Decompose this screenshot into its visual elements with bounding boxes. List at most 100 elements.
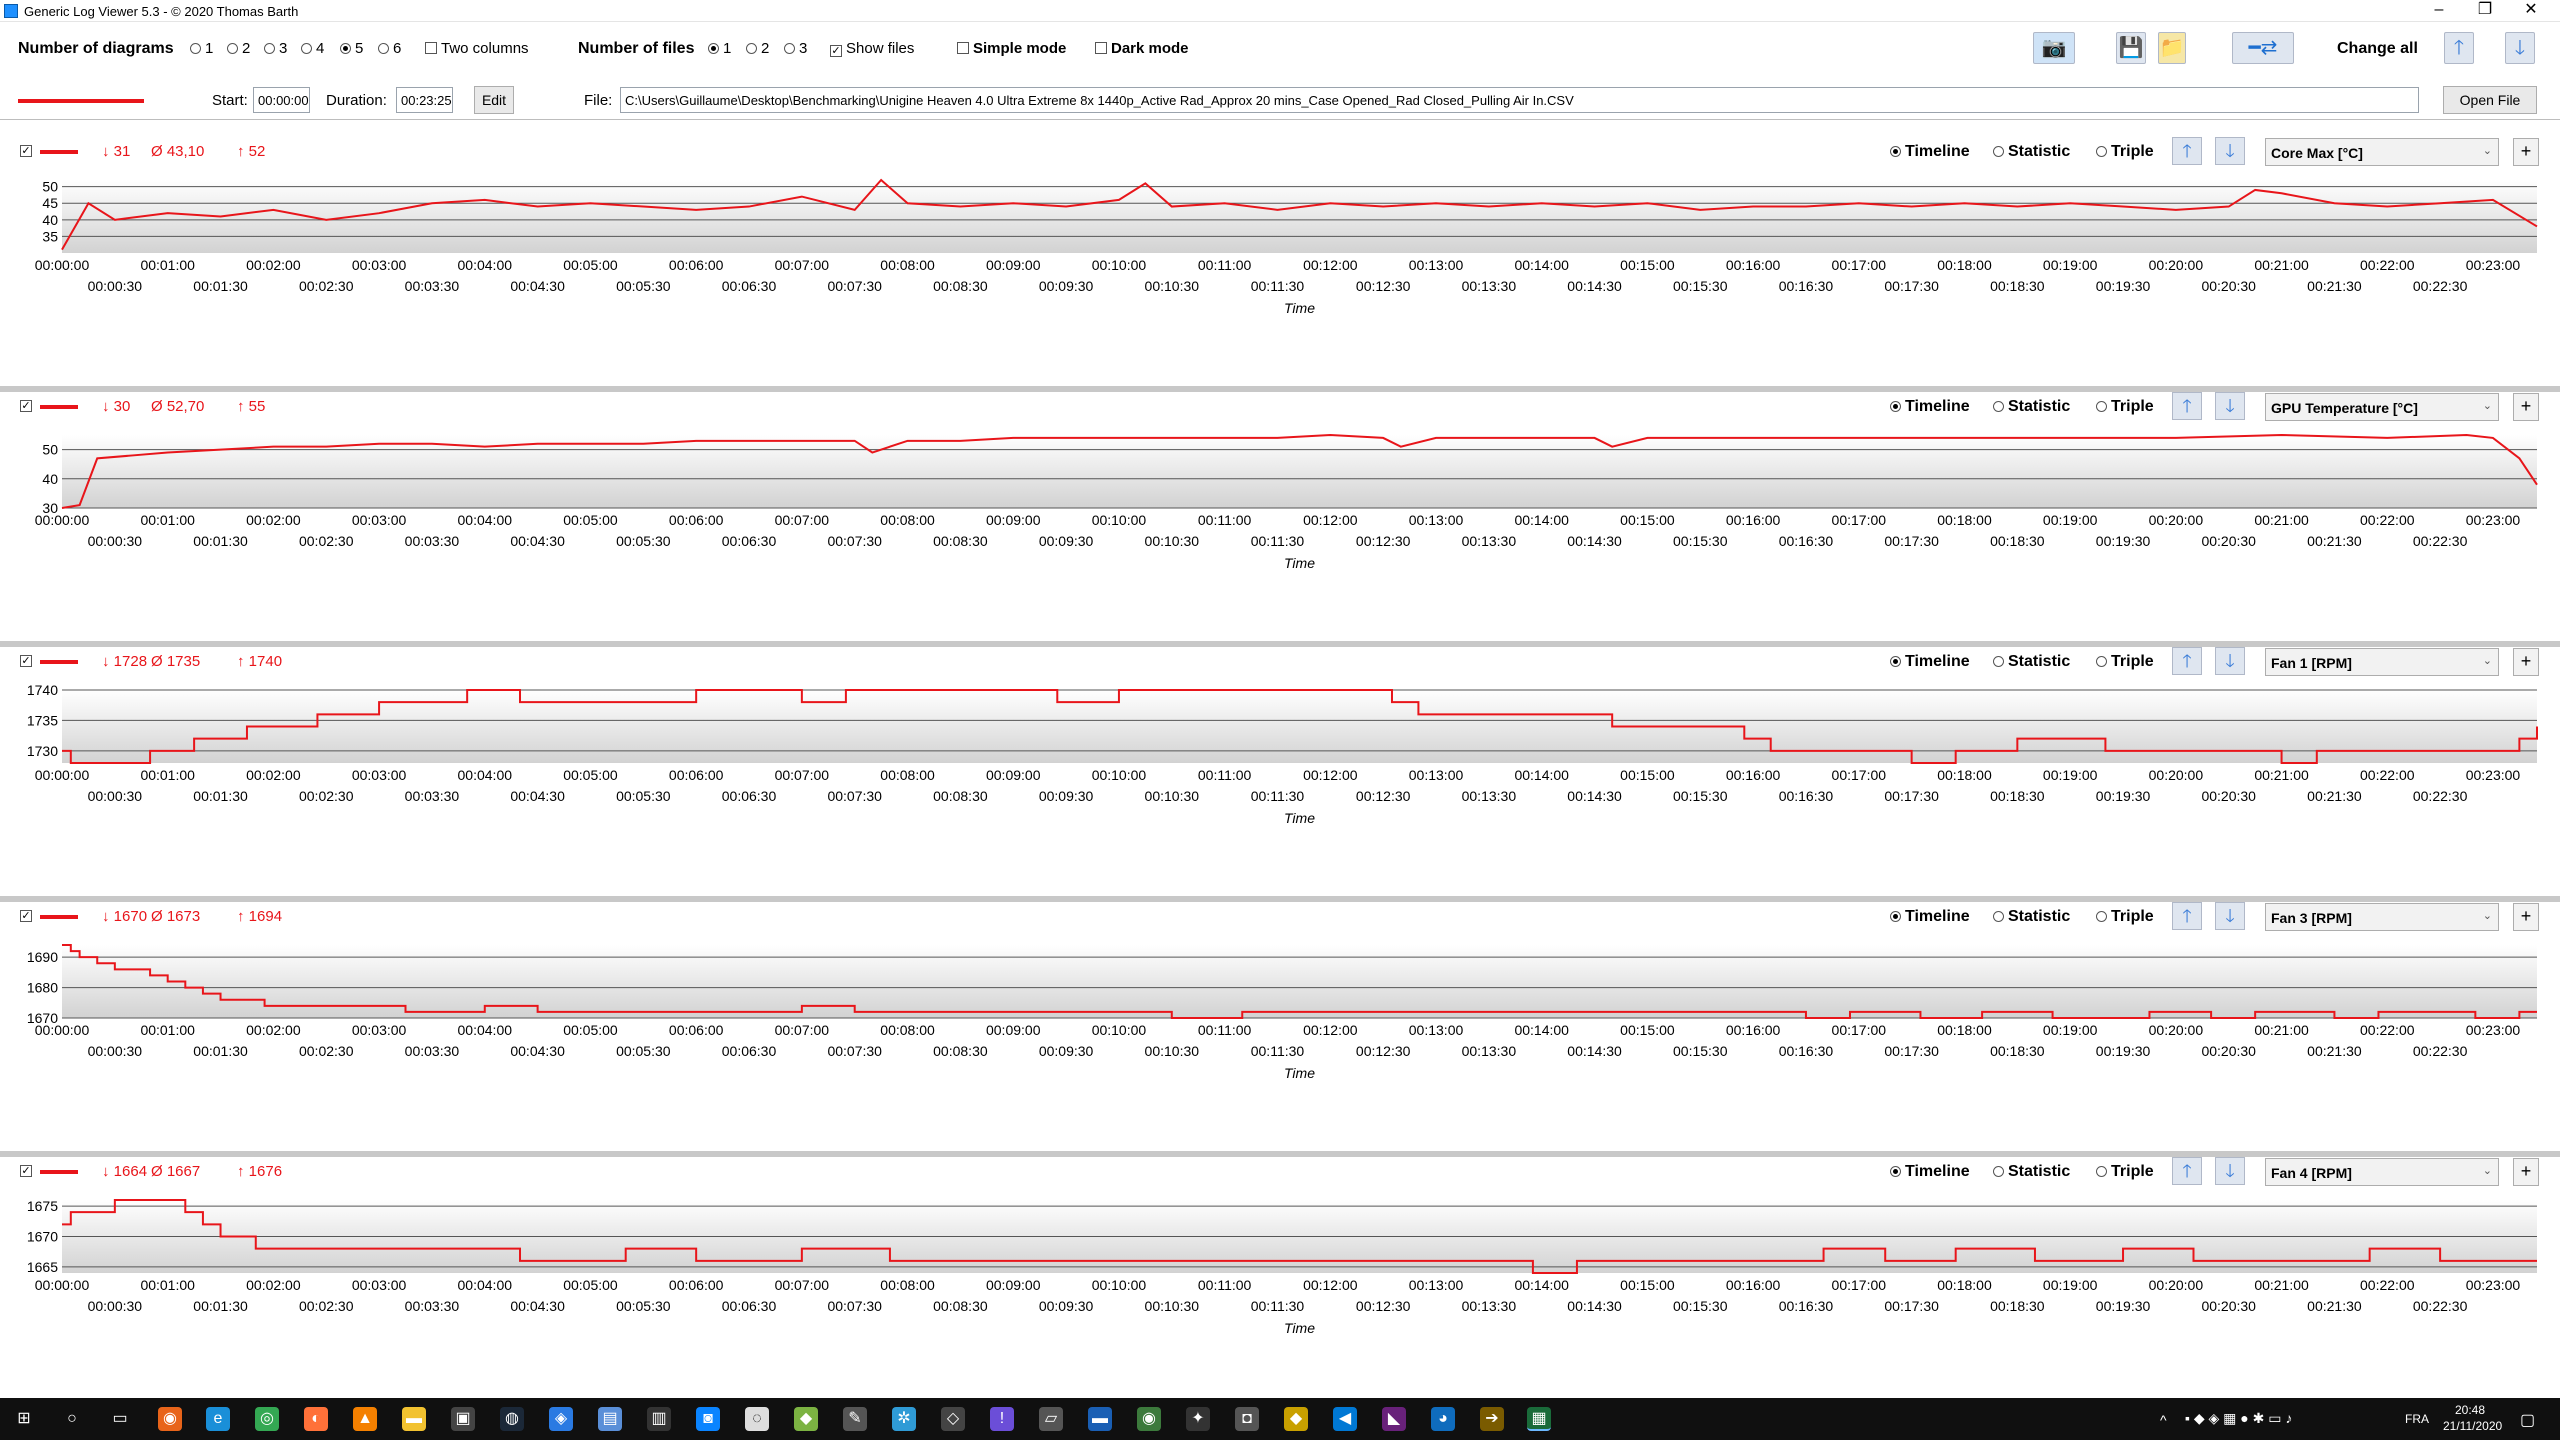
statistic-radio[interactable]: Statistic: [1993, 398, 2070, 416]
notification-icon[interactable]: ▢: [2520, 1412, 2536, 1429]
move-up-button[interactable]: 🡑: [2172, 1157, 2202, 1185]
series-visible-checkbox[interactable]: ✓: [20, 910, 32, 922]
move-up-button[interactable]: 🡑: [2172, 392, 2202, 420]
language-indicator[interactable]: FRA: [2405, 1412, 2429, 1426]
triple-radio[interactable]: Triple: [2096, 908, 2154, 926]
app-icon-orange[interactable]: ◉: [158, 1407, 182, 1431]
diagram-radio-3[interactable]: 3: [264, 40, 287, 57]
vlc-icon[interactable]: ▲: [353, 1407, 377, 1431]
move-down-button[interactable]: 🡓: [2215, 1157, 2245, 1185]
app-icon-cube[interactable]: ◇: [941, 1407, 965, 1431]
simple-mode-checkbox[interactable]: Simple mode: [957, 40, 1066, 57]
add-series-button[interactable]: +: [2513, 393, 2539, 421]
file-path-field[interactable]: C:\Users\Guillaume\Desktop\Benchmarking\…: [620, 87, 2419, 113]
timeline-radio[interactable]: Timeline: [1890, 143, 1970, 161]
app-icon-purple[interactable]: !: [990, 1407, 1014, 1431]
timeline-radio[interactable]: Timeline: [1890, 1163, 1970, 1181]
app-icon-gear[interactable]: ✲: [892, 1407, 916, 1431]
task-view-icon[interactable]: ▭: [112, 1410, 128, 1427]
diagram-radio-5[interactable]: 5: [340, 40, 363, 57]
triple-radio[interactable]: Triple: [2096, 398, 2154, 416]
app-icon-yellow[interactable]: ◆: [1284, 1407, 1308, 1431]
swap-color-button[interactable]: ━⇄: [2232, 32, 2294, 64]
two-columns-checkbox[interactable]: Two columns: [425, 40, 529, 57]
timeline-radio[interactable]: Timeline: [1890, 653, 1970, 671]
show-files-checkbox[interactable]: ✓ Show files: [830, 40, 915, 57]
sensor-select[interactable]: Fan 1 [RPM] ⌄: [2265, 648, 2499, 676]
move-down-button[interactable]: 🡓: [2215, 137, 2245, 165]
sensor-select[interactable]: Fan 3 [RPM] ⌄: [2265, 903, 2499, 931]
diagram-radio-1[interactable]: 1: [190, 40, 213, 57]
add-series-button[interactable]: +: [2513, 903, 2539, 931]
minimize-button[interactable]: –: [2434, 1, 2444, 18]
app-icon-tools[interactable]: ✦: [1186, 1407, 1210, 1431]
app-icon-globe[interactable]: ◕: [1431, 1407, 1455, 1431]
app-icon-gray[interactable]: ▱: [1039, 1407, 1063, 1431]
notepad-icon[interactable]: ▤: [598, 1407, 622, 1431]
app-icon-blue[interactable]: ◈: [549, 1407, 573, 1431]
timeline-radio[interactable]: Timeline: [1890, 908, 1970, 926]
triple-radio[interactable]: Triple: [2096, 653, 2154, 671]
steam-icon[interactable]: ◍: [500, 1407, 524, 1431]
maximize-button[interactable]: ❐: [2477, 1, 2493, 18]
close-button[interactable]: ✕: [2524, 1, 2538, 18]
edit-button[interactable]: Edit: [474, 86, 514, 114]
open-file-button[interactable]: Open File: [2443, 86, 2537, 114]
disc-icon[interactable]: ◌: [745, 1407, 769, 1431]
add-series-button[interactable]: +: [2513, 1158, 2539, 1186]
tray-apps-icon[interactable]: ▪ ◆ ◈ ▦ ● ✱ ▭ ♪: [2185, 1410, 2293, 1426]
open-folder-button[interactable]: 📁: [2158, 32, 2186, 64]
triple-radio[interactable]: Triple: [2096, 143, 2154, 161]
add-series-button[interactable]: +: [2513, 138, 2539, 166]
series-visible-checkbox[interactable]: ✓: [20, 400, 32, 412]
move-down-button[interactable]: 🡓: [2215, 392, 2245, 420]
app-icon-tool[interactable]: ✎: [843, 1407, 867, 1431]
app-icon-arrow[interactable]: ➔: [1480, 1407, 1504, 1431]
move-down-button[interactable]: 🡓: [2215, 647, 2245, 675]
series-visible-checkbox[interactable]: ✓: [20, 145, 32, 157]
move-all-down-button[interactable]: 🡓: [2505, 32, 2535, 64]
statistic-radio[interactable]: Statistic: [1993, 1163, 2070, 1181]
app-icon-dark-blue[interactable]: ▬: [1088, 1407, 1112, 1431]
move-down-button[interactable]: 🡓: [2215, 902, 2245, 930]
diagram-radio-4[interactable]: 4: [301, 40, 324, 57]
search-icon[interactable]: ○: [67, 1410, 77, 1427]
app-icon-chat-gray[interactable]: ◘: [1235, 1407, 1259, 1431]
file-radio-2[interactable]: 2: [746, 40, 769, 57]
duration-input[interactable]: 00:23:25: [396, 87, 453, 113]
diagram-radio-2[interactable]: 2: [227, 40, 250, 57]
series-visible-checkbox[interactable]: ✓: [20, 1165, 32, 1177]
statistic-radio[interactable]: Statistic: [1993, 143, 2070, 161]
triple-radio[interactable]: Triple: [2096, 1163, 2154, 1181]
windows-start-icon[interactable]: ⊞: [17, 1410, 31, 1427]
sensor-select[interactable]: GPU Temperature [°C] ⌄: [2265, 393, 2499, 421]
app-icon-green[interactable]: ◆: [794, 1407, 818, 1431]
console-icon[interactable]: ▥: [647, 1407, 671, 1431]
sensor-select[interactable]: Fan 4 [RPM] ⌄: [2265, 1158, 2499, 1186]
file-radio-3[interactable]: 3: [784, 40, 807, 57]
dark-mode-checkbox[interactable]: Dark mode: [1095, 40, 1189, 57]
clock-date[interactable]: 21/11/2020: [2443, 1419, 2503, 1433]
log-viewer-taskbar-icon[interactable]: ▦: [1527, 1407, 1551, 1431]
statistic-radio[interactable]: Statistic: [1993, 908, 2070, 926]
move-up-button[interactable]: 🡑: [2172, 137, 2202, 165]
file-radio-1[interactable]: 1: [708, 40, 731, 57]
sensor-select[interactable]: Core Max [°C] ⌄: [2265, 138, 2499, 166]
save-button[interactable]: 💾: [2116, 32, 2146, 64]
timeline-radio[interactable]: Timeline: [1890, 398, 1970, 416]
file-explorer-icon[interactable]: ▬: [402, 1407, 426, 1431]
app-icon-sensor[interactable]: ◉: [1137, 1407, 1161, 1431]
move-up-button[interactable]: 🡑: [2172, 647, 2202, 675]
clock-time[interactable]: 20:48: [2455, 1403, 2486, 1417]
series-visible-checkbox[interactable]: ✓: [20, 655, 32, 667]
edge-icon[interactable]: e: [206, 1407, 230, 1431]
firefox-icon[interactable]: ◐: [304, 1407, 328, 1431]
diagram-radio-6[interactable]: 6: [378, 40, 401, 57]
add-series-button[interactable]: +: [2513, 648, 2539, 676]
chrome-icon[interactable]: ◎: [255, 1407, 279, 1431]
start-input[interactable]: 00:00:00: [253, 87, 310, 113]
tray-chevron-icon[interactable]: ^: [2160, 1412, 2167, 1428]
vscode-icon[interactable]: ◀: [1333, 1407, 1357, 1431]
move-all-up-button[interactable]: 🡑: [2444, 32, 2474, 64]
app-icon-chat[interactable]: ◙: [696, 1407, 720, 1431]
